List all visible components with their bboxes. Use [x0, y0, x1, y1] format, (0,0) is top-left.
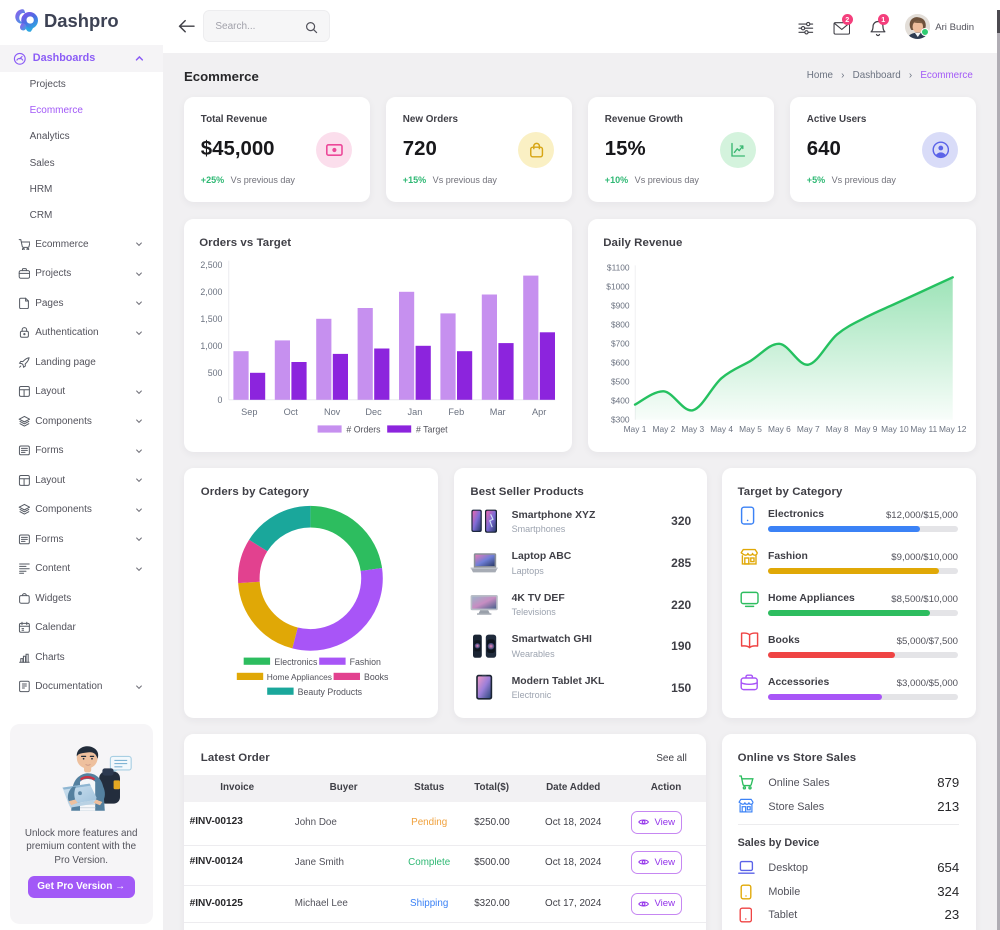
- svg-text:1,000: 1,000: [200, 341, 222, 351]
- svg-text:$400: $400: [611, 396, 630, 406]
- svg-text:May 2: May 2: [652, 424, 675, 434]
- svg-text:Nov: Nov: [324, 407, 341, 417]
- svg-text:Fashion: Fashion: [350, 657, 381, 667]
- svg-text:$700: $700: [611, 339, 630, 349]
- svg-text:Feb: Feb: [448, 407, 464, 417]
- svg-text:$600: $600: [611, 358, 630, 368]
- svg-text:May 12: May 12: [939, 424, 967, 434]
- svg-text:Oct: Oct: [284, 407, 299, 417]
- svg-text:$300: $300: [611, 415, 630, 425]
- svg-text:0: 0: [218, 395, 223, 405]
- svg-text:Beauty Products: Beauty Products: [298, 687, 363, 697]
- svg-text:Sep: Sep: [241, 407, 257, 417]
- svg-text:May 4: May 4: [710, 424, 733, 434]
- svg-text:# Orders: # Orders: [346, 425, 381, 435]
- svg-text:2,500: 2,500: [200, 260, 222, 270]
- svg-text:May 9: May 9: [855, 424, 878, 434]
- svg-text:$1000: $1000: [606, 282, 630, 292]
- svg-text:Home Appliances: Home Appliances: [267, 672, 332, 682]
- svg-text:500: 500: [208, 368, 223, 378]
- svg-text:May 6: May 6: [768, 424, 791, 434]
- svg-text:May 8: May 8: [826, 424, 849, 434]
- svg-text:Mar: Mar: [490, 407, 506, 417]
- svg-text:Books: Books: [364, 672, 389, 682]
- svg-text:# Target: # Target: [416, 425, 448, 435]
- svg-text:Jan: Jan: [408, 407, 423, 417]
- svg-text:May 3: May 3: [681, 424, 704, 434]
- svg-text:Dec: Dec: [365, 407, 382, 417]
- svg-text:Electronics: Electronics: [274, 657, 318, 667]
- svg-text:Apr: Apr: [532, 407, 546, 417]
- svg-text:$800: $800: [611, 320, 630, 330]
- svg-text:1,500: 1,500: [200, 314, 222, 324]
- svg-text:May 5: May 5: [739, 424, 762, 434]
- svg-text:May 1: May 1: [624, 424, 647, 434]
- svg-text:$1100: $1100: [607, 263, 630, 273]
- svg-text:May 10: May 10: [881, 424, 909, 434]
- svg-text:2,000: 2,000: [200, 287, 222, 297]
- svg-text:$500: $500: [611, 377, 630, 387]
- svg-text:$900: $900: [611, 301, 630, 311]
- svg-text:May 11: May 11: [910, 424, 937, 434]
- svg-text:May 7: May 7: [797, 424, 820, 434]
